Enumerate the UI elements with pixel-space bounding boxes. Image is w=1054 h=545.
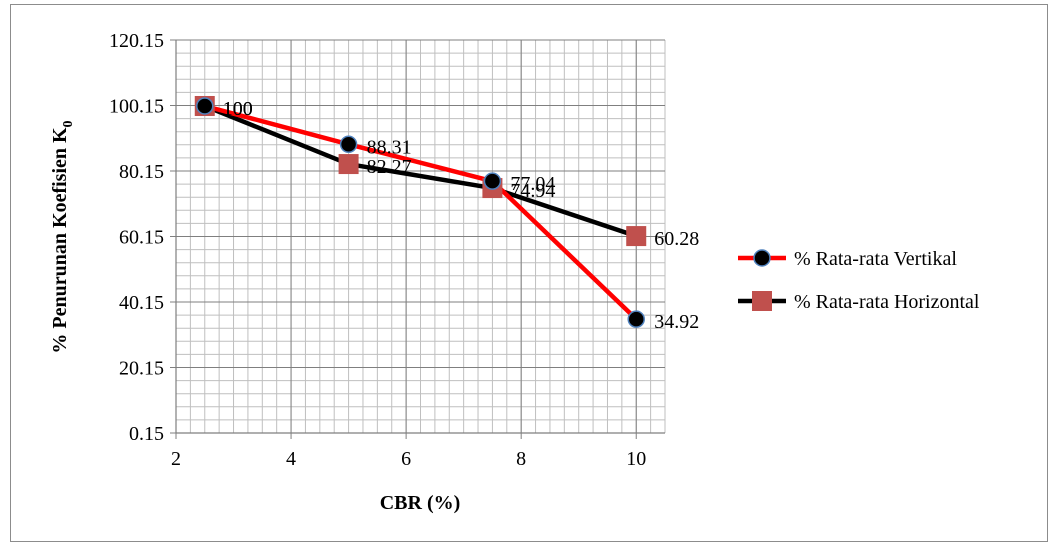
- data-point-marker: [627, 310, 645, 328]
- data-point-marker: [626, 226, 647, 247]
- y-tick-label: 40.15: [119, 292, 164, 314]
- series-lines: [194, 95, 647, 328]
- data-label: 34.92: [654, 311, 699, 333]
- x-tick-label: 4: [286, 448, 296, 470]
- data-label: 100: [223, 98, 253, 120]
- legend-marker: [753, 249, 771, 267]
- data-label: 77.04: [510, 173, 555, 195]
- y-axis-title-main: % Penurunan Koefisien K: [49, 127, 71, 354]
- data-label: 60.28: [654, 228, 699, 250]
- y-axis-title: % Penurunan Koefisien K0: [49, 120, 76, 353]
- y-tick-label: 100.15: [109, 96, 164, 118]
- data-label: 88.31: [367, 136, 412, 158]
- axes: [170, 39, 665, 439]
- legend: % Rata-rata Vertikal % Rata-rata Horizont…: [738, 248, 980, 313]
- x-tick-label: 10: [626, 448, 646, 470]
- x-axis-title: CBR (%): [380, 492, 461, 514]
- data-point-marker: [196, 97, 214, 115]
- y-axis-title-subscript: 0: [61, 120, 76, 127]
- data-point-marker: [338, 154, 359, 175]
- x-tick-label: 8: [516, 448, 526, 470]
- data-point-marker: [339, 135, 358, 154]
- legend-label: % Rata-rata Horizontal: [794, 291, 980, 313]
- y-tick-label: 20.15: [119, 358, 164, 380]
- tick-labels: 2 4 6 8 100.1520.1540.1560.1580.15100.15120.…: [109, 30, 646, 470]
- series-line: [203, 103, 637, 239]
- legend-label: % Rata-rata Vertikal: [794, 248, 957, 270]
- data-label: 100: [223, 98, 253, 120]
- series-line: [204, 103, 638, 321]
- y-tick-label: 120.15: [109, 30, 164, 52]
- x-tick-label: 6: [401, 448, 411, 470]
- data-label: 82.27: [367, 156, 412, 178]
- y-tick-label: 80.15: [119, 161, 164, 183]
- chart-frame: [10, 4, 1048, 542]
- legend-marker: [752, 291, 772, 311]
- data-point-marker: [483, 172, 502, 190]
- y-tick-label: 0.15: [129, 423, 164, 445]
- y-tick-label: 60.15: [119, 227, 164, 249]
- x-tick-label: 2: [171, 448, 181, 470]
- data-label: 74.94: [510, 180, 555, 202]
